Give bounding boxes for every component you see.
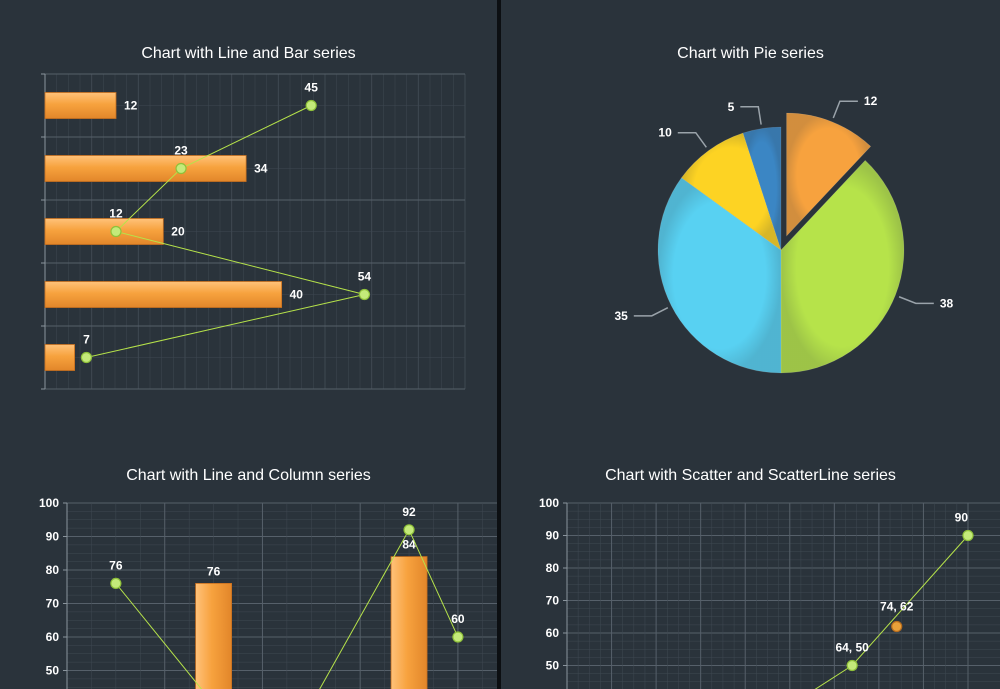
line-series [115, 528, 459, 689]
leader-line [740, 106, 762, 125]
slice-data-label: 10 [658, 126, 672, 140]
slice-data-label: 5 [728, 100, 735, 114]
line-data-label: 12 [109, 207, 123, 221]
bar-data-label: 20 [171, 225, 185, 239]
leader-line [677, 131, 707, 148]
line-column-chart: 100 90 80 70 60 50 76 84 76 92 60 [39, 496, 497, 689]
y-tick-label: 90 [546, 529, 560, 543]
scatterline-data-label: 90 [955, 511, 969, 525]
line-marker [110, 577, 122, 589]
line-data-label: 7 [83, 333, 90, 347]
y-tick-label: 60 [46, 630, 60, 644]
bar-data-label: 34 [254, 162, 268, 176]
line-marker [358, 288, 371, 301]
line-column-chart-panel: Chart with Line and Column series 100 90 8… [0, 440, 497, 689]
slice-data-label: 38 [940, 296, 954, 310]
y-tick-label: 80 [46, 563, 60, 577]
chart-title: Chart with Pie series [677, 45, 824, 62]
y-tick-label: 90 [46, 530, 60, 544]
scatterline-marker [846, 659, 858, 672]
leader-line [832, 100, 858, 119]
scatterline-data-label: 64, 50 [835, 641, 869, 655]
y-tick-label: 80 [546, 561, 560, 575]
chart-title: Chart with Line and Bar series [141, 45, 356, 62]
scatter-marker [891, 620, 903, 633]
y-tick-label: 100 [39, 496, 59, 510]
line-data-label: 76 [109, 558, 123, 572]
line-marker [305, 99, 317, 112]
pie-chart: 12 38 35 10 5 [614, 94, 954, 374]
bar [44, 92, 117, 119]
line-bar-chart-panel: Chart with Line and Bar series 12 34 20 40 5… [0, 0, 497, 440]
line-marker [452, 631, 464, 643]
column-data-label: 84 [402, 538, 416, 552]
pie-slice [742, 126, 782, 251]
line-data-label: 60 [451, 612, 465, 626]
scatterline-marker [962, 529, 974, 542]
pie-chart-panel: Chart with Pie series 12 38 35 10 5 [501, 0, 1000, 440]
slice-data-label: 12 [864, 94, 878, 108]
pie-slice [657, 177, 782, 374]
leader-line [898, 296, 934, 305]
y-tick-label: 70 [46, 597, 60, 611]
pie-slice [786, 112, 872, 237]
line-marker [80, 351, 93, 364]
pie-slice [681, 132, 782, 251]
bar-data-label: 12 [124, 99, 138, 113]
line-data-label: 92 [402, 505, 416, 519]
column-data-label: 76 [207, 564, 221, 578]
slice-data-label: 35 [614, 309, 628, 323]
line-marker [403, 524, 415, 536]
column [390, 556, 428, 689]
y-tick-label: 70 [546, 594, 560, 608]
line-data-label: 23 [174, 144, 188, 158]
bar [44, 281, 283, 308]
line-marker [110, 225, 122, 238]
line-marker [175, 162, 187, 175]
pie-slice [780, 159, 905, 374]
line-bar-chart: 123420405452312547 [41, 73, 466, 390]
line-data-label: 54 [358, 270, 372, 284]
y-tick-label: 60 [546, 626, 560, 640]
leader-line [633, 306, 669, 317]
scatter-data-label: 74, 62 [880, 600, 914, 614]
bar [44, 218, 164, 245]
scatter-chart-panel: Chart with Scatter and ScatterLine serie… [501, 440, 1000, 689]
y-tick-label: 50 [546, 659, 560, 673]
chart-title: Chart with Line and Column series [126, 467, 371, 484]
y-tick-label: 100 [539, 496, 559, 510]
line-data-label: 45 [305, 81, 319, 95]
y-tick-label: 50 [46, 664, 60, 678]
bar [44, 344, 75, 371]
panel-divider [497, 0, 501, 689]
column [195, 582, 232, 689]
chart-title: Chart with Scatter and ScatterLine serie… [605, 467, 896, 484]
bar [44, 155, 247, 182]
bar-data-label: 40 [290, 288, 304, 302]
